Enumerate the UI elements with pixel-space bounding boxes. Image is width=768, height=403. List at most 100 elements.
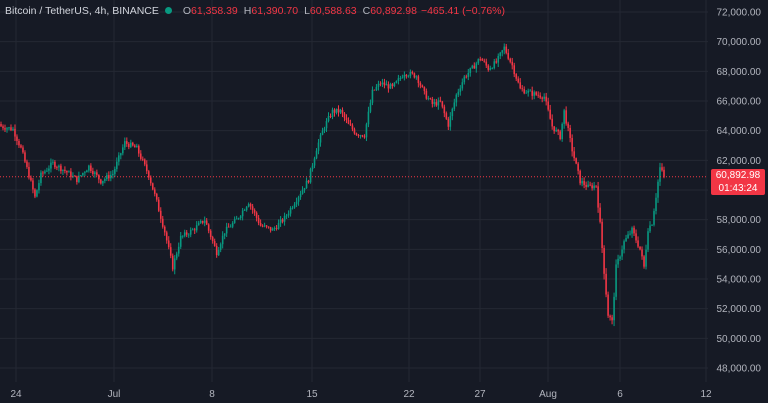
open-value: 61,358.39 bbox=[191, 5, 238, 17]
candle-body bbox=[585, 184, 587, 187]
candle-body bbox=[617, 258, 619, 265]
candle-body bbox=[255, 212, 258, 218]
candle-body bbox=[90, 165, 92, 171]
candle-body bbox=[102, 180, 104, 184]
candle-body bbox=[483, 60, 486, 62]
candle-body bbox=[539, 95, 541, 98]
candle-body bbox=[209, 230, 212, 238]
candle-body bbox=[275, 228, 278, 229]
candle-body bbox=[367, 111, 370, 125]
candle-body bbox=[639, 246, 641, 250]
candle-body bbox=[2, 126, 4, 129]
candle-body bbox=[287, 213, 290, 216]
candle-body bbox=[149, 177, 152, 184]
candle-body bbox=[515, 74, 518, 79]
candle-body bbox=[251, 206, 254, 211]
candle-body bbox=[161, 218, 164, 227]
candle-body bbox=[583, 181, 585, 185]
candle-body bbox=[191, 229, 194, 231]
candle-body bbox=[359, 135, 362, 137]
candle-body bbox=[457, 91, 460, 95]
candle-body bbox=[447, 118, 450, 127]
candle-body bbox=[82, 173, 84, 176]
candle-body bbox=[331, 109, 334, 117]
candle-body bbox=[411, 72, 414, 74]
candle-body bbox=[62, 169, 64, 172]
candle-body bbox=[74, 175, 76, 177]
candle-body bbox=[519, 82, 522, 89]
candle-body bbox=[615, 264, 617, 297]
candle-body bbox=[219, 244, 222, 250]
candle-body bbox=[48, 168, 50, 171]
candle-body bbox=[247, 204, 250, 207]
candle-body bbox=[395, 81, 398, 83]
candle-body bbox=[279, 219, 282, 223]
candle-body bbox=[521, 88, 524, 90]
candle-body bbox=[421, 85, 424, 88]
candle-body bbox=[199, 220, 202, 223]
candle-body bbox=[413, 73, 416, 78]
candle-body bbox=[265, 225, 268, 227]
candle-body bbox=[661, 167, 663, 171]
chart-legend: Bitcoin / TetherUS, 4h, BINANCE O 61,358.… bbox=[5, 4, 505, 18]
candle-body bbox=[189, 229, 192, 235]
candle-body bbox=[607, 294, 609, 316]
candle-body bbox=[477, 59, 480, 64]
candle-body bbox=[241, 210, 244, 217]
candle-body bbox=[475, 63, 478, 69]
candle-body bbox=[98, 174, 100, 180]
y-tick-label: 70,000.00 bbox=[717, 37, 762, 48]
candle-body bbox=[104, 178, 106, 181]
candle-body bbox=[407, 75, 410, 77]
candle-body bbox=[341, 109, 344, 114]
candle-body bbox=[237, 218, 240, 219]
candle-body bbox=[633, 227, 635, 234]
candle-body bbox=[657, 181, 659, 198]
candle-body bbox=[443, 106, 446, 114]
candle-body bbox=[217, 249, 220, 256]
candle-body bbox=[581, 181, 583, 184]
candle-body bbox=[589, 184, 591, 186]
candle-body bbox=[335, 108, 338, 113]
candle-body bbox=[369, 102, 372, 112]
candle-body bbox=[561, 123, 563, 140]
candle-body bbox=[130, 142, 132, 148]
candle-body bbox=[120, 153, 122, 156]
candle-body bbox=[557, 129, 559, 132]
candle-body bbox=[283, 215, 286, 222]
candle-body bbox=[187, 234, 190, 236]
candle-body bbox=[479, 59, 482, 60]
candle-body bbox=[321, 130, 324, 135]
candle-body bbox=[355, 133, 358, 136]
candle-body bbox=[116, 161, 118, 169]
candle-body bbox=[54, 161, 56, 168]
x-tick-label: 27 bbox=[474, 389, 486, 400]
candle-body bbox=[509, 58, 512, 62]
time-axis[interactable]: 24 Jul 8 15 22 27 Aug 6 12 bbox=[10, 389, 712, 400]
last-price-tag: 60,892.98 01:43:24 bbox=[711, 169, 765, 195]
candle-body bbox=[513, 65, 516, 75]
candle-body bbox=[535, 92, 537, 95]
symbol-title[interactable]: Bitcoin / TetherUS, 4h, BINANCE bbox=[5, 5, 159, 17]
candle-body bbox=[303, 188, 306, 190]
price-axis[interactable]: 72,000.00 70,000.00 68,000.00 66,000.00 64,0… bbox=[717, 8, 762, 375]
candle-body bbox=[365, 124, 368, 138]
candle-body bbox=[385, 84, 388, 86]
candle-body bbox=[647, 231, 649, 250]
candle-body bbox=[281, 219, 284, 222]
candle-body bbox=[563, 110, 565, 124]
candle-body bbox=[66, 170, 68, 173]
candle-body bbox=[363, 136, 366, 138]
candle-body bbox=[135, 145, 138, 148]
candle-body bbox=[553, 126, 555, 132]
candle-body bbox=[14, 128, 16, 137]
candle-body bbox=[231, 222, 234, 227]
candle-body bbox=[167, 240, 170, 248]
candle-body bbox=[253, 210, 256, 213]
candle-body bbox=[499, 52, 502, 56]
candle-body bbox=[467, 72, 470, 77]
candle-body bbox=[491, 68, 494, 69]
candle-body bbox=[60, 165, 62, 172]
candle-body bbox=[383, 82, 386, 86]
